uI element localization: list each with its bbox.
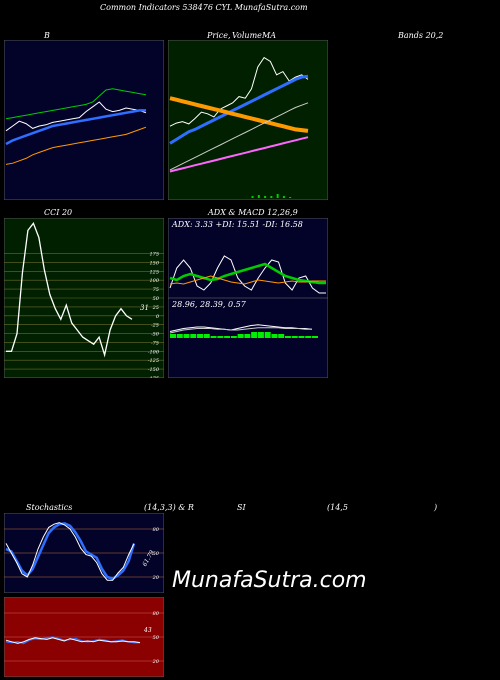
title-si-close: )	[434, 503, 438, 512]
stoch-chart: 80 50 20	[4, 513, 164, 593]
macd-histogram-bar-6	[210, 336, 217, 338]
cci-chart: 175 150 125 100 75 50 25 0 -25 -50 -75 -100 -125 -150…	[4, 218, 164, 378]
title-bands: Bands 20,2	[398, 31, 444, 40]
cci-tick-label-13: -150	[148, 367, 160, 373]
rsi-tick-label-2: 20	[152, 659, 160, 665]
cci-tick-label-11: -100	[148, 349, 160, 355]
series-line-4	[169, 136, 309, 173]
cci-current-value: 31	[140, 304, 149, 312]
series-line-2	[169, 275, 326, 285]
stoch-panel: 80 50 20 61.79	[4, 513, 164, 593]
price-panel	[168, 40, 328, 200]
series-line-0	[5, 522, 136, 580]
cci-tick-label-7: 0	[156, 314, 160, 320]
series-line-1	[5, 637, 141, 644]
title-si-params: (14,5	[327, 503, 348, 512]
macd-histogram-bar-17	[284, 336, 291, 338]
watermark: MunafaSutra.com	[172, 568, 367, 593]
cci-tick-label-4: 75	[153, 287, 159, 293]
series-line-1	[169, 262, 326, 285]
bollinger-chart	[4, 40, 164, 200]
macd-histogram-bar-18	[291, 336, 298, 338]
rsi-panel: 80 50 20 43	[4, 597, 164, 677]
adx-macd-chart	[168, 218, 328, 378]
page-title: Common Indicators 538476 CYL MunafaSutra…	[100, 3, 308, 12]
series-line-0	[169, 56, 309, 127]
rsi-current-value: 43	[144, 627, 152, 634]
cci-tick-label-10: -75	[151, 340, 159, 346]
macd-histogram-bar-19	[298, 336, 305, 338]
macd-histogram-bar-1	[176, 334, 183, 338]
macd-histogram-bar-9	[230, 336, 237, 338]
title-stoch: Stochastics	[26, 503, 73, 512]
series-line-3	[5, 126, 147, 165]
macd-readout: 28.96, 28.39, 0.57	[172, 300, 246, 309]
title-cci: CCI 20	[44, 208, 73, 217]
series-line-1	[169, 327, 312, 334]
macd-histogram-bar-14	[264, 332, 271, 338]
title-adx-macd: ADX & MACD 12,26,9	[208, 208, 298, 217]
cci-tick-label-6: 25	[152, 305, 159, 311]
title-b: B	[44, 31, 50, 40]
title-volume: Volume	[232, 31, 262, 40]
macd-histogram-bar-16	[278, 334, 285, 338]
title-price: Price,	[207, 31, 231, 40]
macd-histogram-bar-8	[224, 336, 231, 338]
volume-bar-15	[264, 196, 267, 198]
stoch-tick-label-1: 50	[153, 551, 160, 557]
cci-panel: 175 150 125 100 75 50 25 0 -25 -50 -75 -100 -125 -150…	[4, 218, 164, 378]
volume-bar-19	[289, 197, 292, 198]
macd-histogram-bar-0	[170, 334, 176, 338]
series-line-2	[5, 109, 146, 146]
stoch-tick-label-2: 20	[152, 575, 160, 581]
series-line-1	[169, 74, 309, 145]
series-line-0	[5, 88, 147, 120]
cci-tick-label-12: -125	[148, 358, 159, 364]
series-line-0	[169, 255, 326, 294]
cci-tick-label-0: 175	[149, 252, 159, 258]
volume-bar-16	[270, 196, 273, 198]
stoch-tick-label-0: 80	[153, 527, 160, 533]
macd-histogram-bar-7	[217, 336, 224, 338]
macd-histogram-bar-12	[251, 332, 258, 338]
macd-histogram-bar-11	[244, 334, 251, 338]
volume-bar-13	[251, 196, 254, 198]
title-ma: MA	[262, 31, 276, 40]
rsi-chart: 80 50 20	[4, 597, 164, 677]
cci-tick-label-8: -25	[151, 323, 159, 329]
title-stoch-params: (14,3,3) & R	[144, 503, 194, 512]
macd-histogram-bar-2	[183, 334, 190, 338]
price-chart	[168, 40, 328, 200]
series-line-0	[169, 324, 313, 332]
adx-readout: ADX: 3.33 +DI: 15.51 -DI: 16.58	[172, 220, 303, 229]
series-line-2	[169, 96, 309, 133]
macd-histogram-bar-15	[271, 334, 278, 338]
series-line-3	[169, 102, 309, 171]
macd-histogram-bar-13	[257, 332, 264, 338]
volume-bar-18	[282, 196, 285, 198]
cci-tick-label-5: 50	[153, 296, 160, 302]
cci-tick-label-3: 100	[149, 278, 159, 284]
title-si: SI	[237, 503, 246, 512]
volume-bar-14	[257, 195, 260, 198]
macd-histogram-bar-21	[312, 336, 318, 338]
macd-histogram-bar-20	[305, 336, 312, 338]
macd-histogram-bar-5	[203, 334, 210, 338]
rsi-tick-label-0: 80	[153, 611, 160, 617]
macd-histogram-bar-4	[197, 334, 204, 338]
series-line-1	[5, 522, 135, 581]
volume-bar-17	[276, 194, 279, 198]
series-line-0	[6, 221, 133, 358]
bollinger-panel	[4, 40, 164, 200]
cci-tick-label-2: 125	[149, 269, 159, 275]
rsi-tick-label-1: 50	[153, 635, 160, 641]
cci-tick-label-1: 150	[149, 260, 159, 266]
macd-histogram-bar-10	[237, 334, 244, 338]
series-line-1	[5, 101, 147, 132]
adx-macd-panel: ADX: 3.33 +DI: 15.51 -DI: 16.58 28.96, 2…	[168, 218, 328, 378]
cci-tick-label-14: -175	[148, 376, 159, 378]
cci-tick-label-9: -50	[151, 332, 160, 338]
macd-histogram-bar-3	[190, 334, 197, 338]
